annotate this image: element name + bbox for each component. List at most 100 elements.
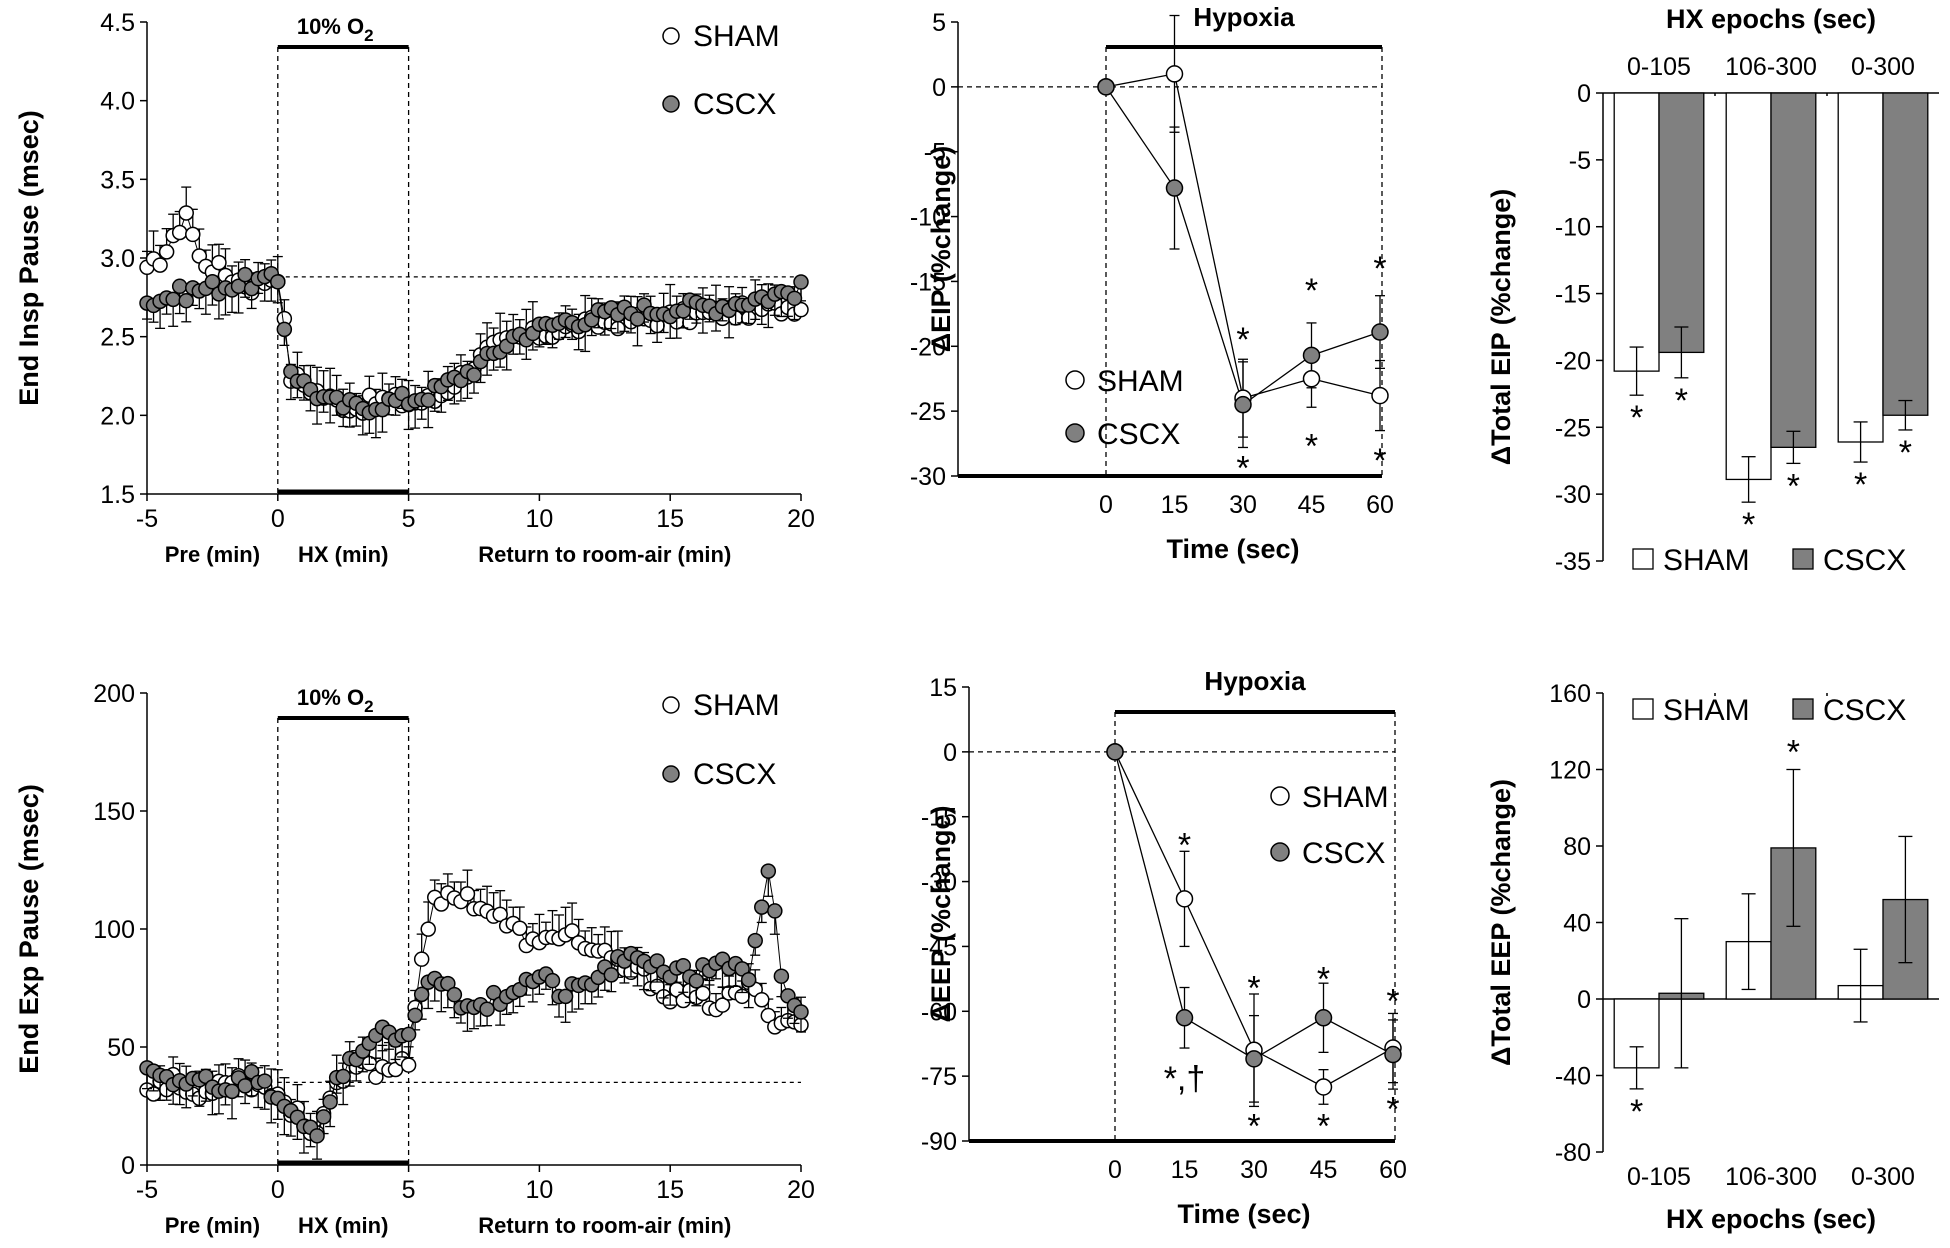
chart-A-y-tick-label: 1.5 [100, 481, 135, 509]
chart-D-legend-sham-label: SHAM [693, 689, 780, 722]
chart-E-cscx-point [1106, 743, 1124, 761]
chart-E-significance-mark: * [1247, 969, 1260, 1007]
chart-E-y-tick-label: 15 [929, 674, 957, 702]
chart-D-cscx-point [603, 967, 620, 983]
chart-C-legend-cscx-label: CSCX [1823, 544, 1906, 577]
chart-B-y-tick-label: -15 [910, 268, 946, 296]
chart-C-sham-bar [1837, 92, 1884, 443]
chart-A-cscx-point [466, 367, 482, 383]
chart-C-y-tick-label: -30 [1555, 481, 1591, 509]
chart-E-y-tick-label: 0 [943, 739, 957, 767]
chart-E-y-tick-label: -75 [921, 1063, 957, 1091]
chart-A-legend-cscx-marker [662, 95, 680, 113]
chart-F-legend-sham-swatch [1632, 698, 1654, 720]
chart-E-legend-cscx-marker [1270, 842, 1290, 862]
chart-C-legend-sham-label: SHAM [1663, 544, 1750, 577]
chart-E-significance-mark: * [1386, 982, 1399, 1020]
chart-D-cscx-point [413, 986, 430, 1003]
chart-F-category-label: 0-300 [1851, 1163, 1915, 1191]
chart-E-cscx-point [1384, 1045, 1402, 1064]
chart-C-category-label: 0-300 [1851, 53, 1915, 81]
chart-A-cscx-point [793, 274, 809, 290]
chart-D-segment-label: Return to room-air (min) [478, 1213, 731, 1238]
chart-F-y-tick-label: 120 [1549, 757, 1591, 785]
chart-C-legend-cscx-swatch [1792, 548, 1814, 570]
chart-A-cscx-point [270, 274, 286, 290]
chart-B-x-tick-label: 30 [1229, 491, 1257, 519]
chart-D-x-tick-label: 15 [656, 1176, 684, 1204]
chart-E-significance-mark: *,† [1164, 1060, 1206, 1098]
chart-D-legend-cscx-label: CSCX [693, 758, 776, 791]
chart-D-y-title: End Exp Pause (msec) [14, 784, 44, 1074]
chart-C-y-tick-label: -10 [1555, 214, 1591, 242]
chart-E-legend-cscx-label: CSCX [1302, 837, 1385, 870]
chart-C-significance-mark: * [1742, 506, 1755, 544]
chart-B-legend-cscx-marker [1065, 423, 1085, 443]
chart-C-significance-mark: * [1630, 399, 1643, 437]
chart-A-segment-label: Pre (min) [165, 542, 260, 567]
chart-A-cscx-point [204, 273, 221, 290]
chart-D-x-tick-label: 5 [402, 1176, 416, 1204]
chart-C-y-tick-label: -5 [1569, 147, 1591, 175]
chart-E-x-tick-label: 30 [1240, 1156, 1268, 1184]
chart-D-cscx-point [309, 1128, 325, 1144]
chart-E-significance-mark: * [1247, 1108, 1260, 1146]
chart-A-hx-label-sub: 2 [364, 26, 373, 45]
chart-B-cscx-point [1234, 395, 1252, 414]
chart-A-segment-label: HX (min) [298, 542, 388, 567]
chart-D-cscx-point [479, 1001, 495, 1017]
chart-A-hx-label-text: 10% O [297, 14, 364, 39]
chart-D-cscx-point [322, 1094, 338, 1110]
chart-B-y-tick-label: -10 [910, 204, 946, 232]
chart-D-cscx-point [557, 988, 574, 1005]
chart-F-significance-mark: * [1630, 1093, 1643, 1131]
chart-D-sham-point [400, 1057, 417, 1073]
chart-E-significance-mark: * [1178, 827, 1191, 865]
chart-A-y-tick-label: 3.5 [100, 166, 135, 194]
chart-D-x-tick-label: 0 [271, 1176, 285, 1204]
chart-B-legend-cscx-label: CSCX [1097, 418, 1180, 451]
chart-D-cscx-point [688, 973, 705, 989]
chart-F-y-tick-label: 160 [1549, 680, 1591, 708]
chart-A-x-tick-label: 10 [525, 505, 553, 533]
chart-B-y-tick-label: -30 [910, 463, 946, 491]
chart-D-cscx-point [224, 1083, 240, 1100]
chart-E-cscx-point [1245, 1050, 1263, 1068]
chart-E-x-tick-label: 45 [1310, 1156, 1338, 1184]
chart-C-y-tick-label: 0 [1577, 80, 1591, 108]
chart-B-sham-point [1165, 65, 1184, 83]
chart-B-y-tick-label: -25 [910, 398, 946, 426]
chart-E-legend-sham-label: SHAM [1302, 781, 1389, 814]
chart-D-cscx-point [747, 932, 763, 949]
chart-B-cscx-point [1165, 179, 1184, 197]
chart-E-cscx-point [1175, 1009, 1194, 1027]
chart-D-x-tick-label: 10 [525, 1176, 553, 1204]
chart-B-legend-sham-marker [1065, 370, 1085, 390]
chart-D-x-tick-label: 20 [787, 1176, 815, 1204]
chart-E-x-title: Time (sec) [1177, 1199, 1310, 1229]
chart-B-significance-mark: * [1305, 272, 1318, 310]
chart-D-segment-label: HX (min) [298, 1213, 388, 1238]
chart-D-cscx-point [740, 971, 757, 988]
chart-D-sham-point [754, 991, 770, 1008]
chart-D-hx-label-sub: 2 [364, 697, 373, 716]
chart-B-x-title: Time (sec) [1166, 534, 1299, 564]
chart-D-cscx-point [335, 1068, 351, 1085]
chart-F-category-label: 106-300 [1725, 1163, 1817, 1191]
chart-E-sham-point [1314, 1078, 1333, 1096]
chart-A-cscx-point [171, 278, 188, 295]
chart-C-legend-sham-swatch [1632, 548, 1654, 570]
chart-A-y-tick-label: 3.0 [100, 245, 135, 273]
chart-D-cscx-point [407, 1007, 423, 1024]
chart-C-cscx-bar [1658, 92, 1705, 354]
chart-F-legend-cscx-label: CSCX [1823, 694, 1906, 727]
chart-A-legend-sham-label: SHAM [693, 20, 780, 53]
chart-A-sham-point [171, 224, 188, 241]
chart-B-x-tick-label: 60 [1366, 491, 1394, 519]
chart-A-cscx-point [786, 290, 803, 307]
chart-A-hx-label: 10% O2 [297, 14, 374, 45]
chart-D-legend-sham-marker [662, 696, 680, 714]
chart-B-significance-mark: * [1305, 428, 1318, 466]
chart-D-cscx-point [793, 1004, 809, 1020]
chart-D-cscx-point [773, 968, 790, 984]
